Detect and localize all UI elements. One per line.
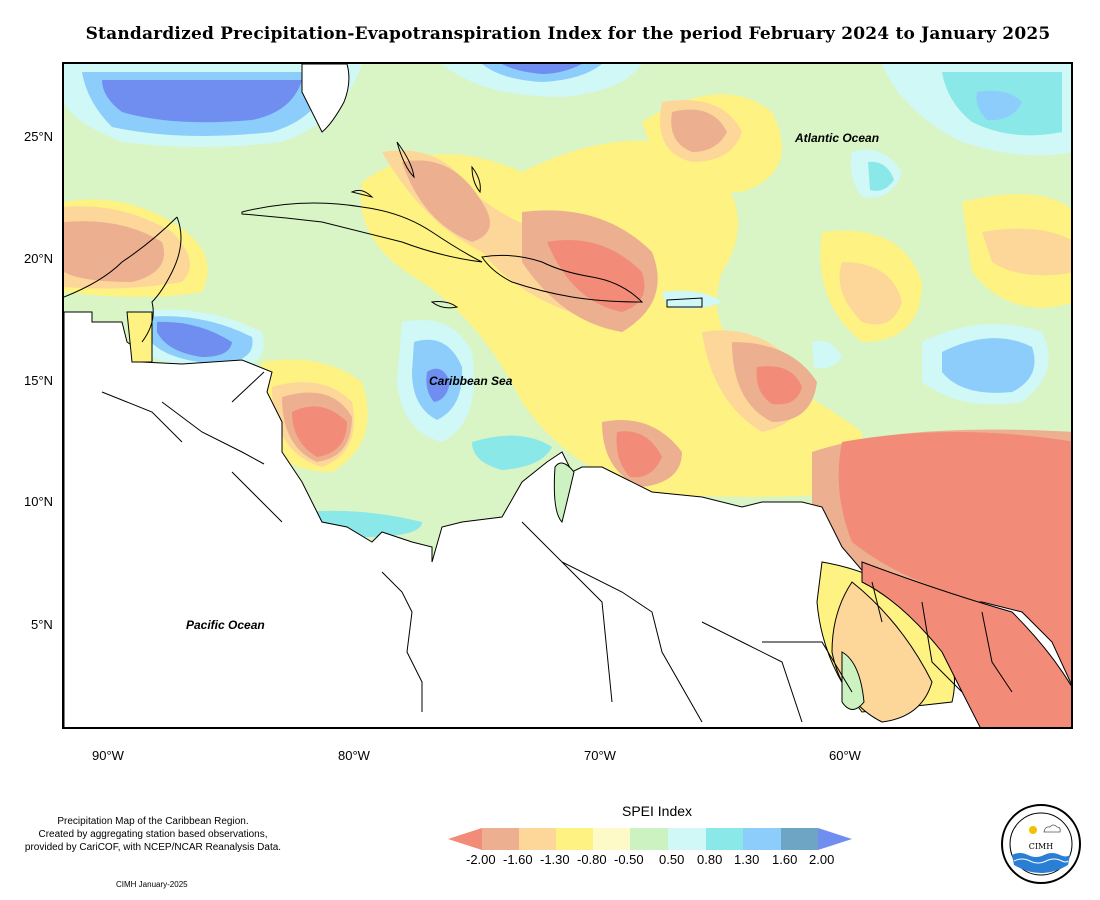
lon-label-80w: 80°W [338, 748, 370, 763]
logo-text: CIMH [1029, 842, 1053, 851]
legend-tick-8: 1.60 [772, 852, 798, 867]
legend-colorbar [448, 828, 852, 850]
caribbean-sea-label: Caribbean Sea [429, 374, 513, 388]
legend-tick-9: 2.00 [809, 852, 835, 867]
legend-swatch-8 [743, 828, 781, 850]
credit-line-3: provided by CariCOF, with NCEP/NCAR Rean… [24, 842, 282, 853]
legend-title: SPEI Index [622, 803, 693, 819]
legend-tick-6: 0.80 [697, 852, 723, 867]
coastline-detail [64, 141, 1013, 723]
legend-tick-5: 0.50 [659, 852, 685, 867]
legend-tick-3: -0.80 [577, 852, 607, 867]
legend-swatch-2 [519, 828, 556, 850]
credit-line-2: Created by aggregating station based obs… [38, 829, 268, 840]
legend-tick-0: -2.00 [466, 852, 496, 867]
pacific-ocean-label: Pacific Ocean [186, 618, 265, 632]
lat-label-15n: 15°N [24, 373, 54, 388]
legend-swatch-4 [593, 828, 630, 850]
map-title: Standardized Precipitation-Evapotranspir… [85, 24, 1051, 44]
credit-text: Precipitation Map of the Caribbean Regio… [8, 815, 298, 854]
cloud-icon [1043, 824, 1061, 833]
lon-label-60w: 60°W [829, 748, 861, 763]
legend-swatch-7 [706, 828, 743, 850]
legend-swatch-10 [818, 828, 852, 850]
legend-tick-4: -0.50 [614, 852, 644, 867]
legend-swatch-1 [482, 828, 519, 850]
lon-label-70w: 70°W [584, 748, 616, 763]
legend-swatch-0 [448, 828, 482, 850]
lat-label-5n: 5°N [31, 617, 53, 632]
legend-swatch-9 [781, 828, 818, 850]
legend-tick-1: -1.60 [503, 852, 533, 867]
legend-tick-2: -1.30 [540, 852, 570, 867]
lat-label-10n: 10°N [24, 494, 54, 509]
credit-footer: CIMH January-2025 [116, 880, 188, 889]
cimh-logo: CIMH [1001, 804, 1081, 884]
landmass-outlines [64, 64, 1071, 727]
lat-label-25n: 25°N [24, 129, 54, 144]
legend-swatch-5 [630, 828, 668, 850]
lat-label-20n: 20°N [24, 251, 54, 266]
legend-tick-7: 1.30 [734, 852, 760, 867]
spei-map [62, 62, 1073, 729]
lon-label-90w: 90°W [92, 748, 124, 763]
sun-icon [1029, 826, 1037, 834]
credit-line-1: Precipitation Map of the Caribbean Regio… [57, 816, 249, 827]
legend-swatch-6 [668, 828, 706, 850]
atlantic-ocean-label: Atlantic Ocean [795, 131, 880, 145]
legend-swatch-3 [556, 828, 593, 850]
